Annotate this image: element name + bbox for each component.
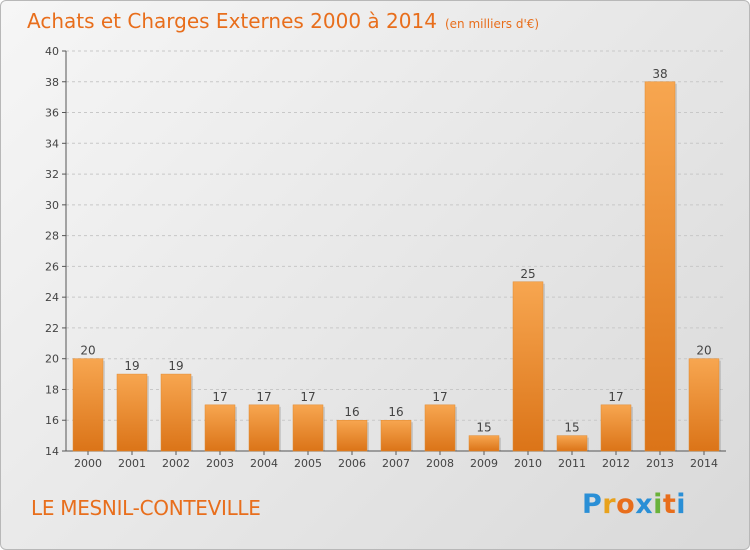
x-tick-label: 2008 [426,457,454,470]
x-tick-label: 2013 [646,457,674,470]
x-tick-label: 2010 [514,457,542,470]
labels: 14 16 18 20 22 24 26 28 30 32 34 36 38 40 20 2000 19 2001… [45,45,718,470]
y-tick-label: 38 [45,76,59,89]
x-tick-label: 2012 [602,457,630,470]
x-tick-label: 2009 [470,457,498,470]
value-label: 16 [344,405,359,419]
value-label: 25 [520,267,535,281]
y-tick-label: 24 [45,291,59,304]
value-label: 17 [300,390,315,404]
x-tick-label: 2002 [162,457,190,470]
logo-letter: i [653,489,663,520]
value-label: 17 [212,390,227,404]
x-tick-label: 2000 [74,457,102,470]
chart-title-main: Achats et Charges Externes 2000 à 2014 [27,9,437,33]
value-label: 38 [652,67,667,81]
x-tick-label: 2004 [250,457,278,470]
logo-letter: t [662,489,677,520]
x-tick-label: 2006 [338,457,366,470]
value-label: 20 [80,344,95,358]
bars [72,81,721,452]
value-label: 19 [168,359,183,373]
y-tick-label: 28 [45,230,59,243]
y-tick-label: 26 [45,260,59,273]
bar-2002 [160,373,192,452]
bar-2003 [204,404,236,452]
logo-letter: o [616,489,636,520]
y-tick-label: 18 [45,383,59,396]
bar-2013 [644,81,676,452]
chart-title: Achats et Charges Externes 2000 à 2014 (e… [27,9,539,33]
y-tick-label: 40 [45,45,59,58]
bar-2000 [72,358,104,452]
bar-2014 [688,358,720,452]
bar-2010 [512,281,544,452]
logo-letter: P [582,489,603,520]
proxiti-logo: Proxiti [582,489,686,520]
commune-name: LE MESNIL-CONTEVILLE [31,496,261,520]
chart-title-unit: (en milliers d'€) [444,17,540,31]
bar-2008 [424,404,456,452]
bar-2007 [380,419,412,452]
value-label: 17 [608,390,623,404]
y-tick-label: 36 [45,107,59,120]
x-tick-label: 2014 [690,457,718,470]
x-tick-label: 2001 [118,457,146,470]
bar-2012 [600,404,632,452]
x-tick-label: 2007 [382,457,410,470]
y-tick-label: 30 [45,199,59,212]
value-label: 15 [564,421,579,435]
logo-letter: r [602,489,617,520]
bar-2004 [248,404,280,452]
logo-letter: i [676,489,687,520]
y-tick-label: 20 [45,353,59,366]
bar-2009 [468,435,500,452]
y-tick-label: 34 [45,137,59,150]
value-label: 19 [124,359,139,373]
x-tick-label: 2003 [206,457,234,470]
y-tick-label: 16 [45,414,59,427]
x-tick-label: 2011 [558,457,586,470]
logo-letter: x [635,489,654,520]
bar-2005 [292,404,324,452]
value-label: 16 [388,405,403,419]
value-label: 15 [476,421,491,435]
y-tick-label: 14 [45,445,59,458]
bar-2011 [556,435,588,452]
value-label: 17 [256,390,271,404]
bar-2001 [116,373,148,452]
bar-2006 [336,419,368,452]
x-tick-label: 2005 [294,457,322,470]
y-tick-label: 32 [45,168,59,181]
value-label: 17 [432,390,447,404]
y-tick-label: 22 [45,322,59,335]
value-label: 20 [696,344,711,358]
